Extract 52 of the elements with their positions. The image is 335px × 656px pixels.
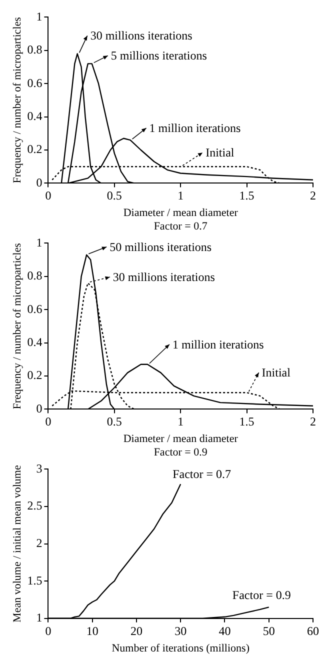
x-tick-label: 10 [86, 624, 98, 638]
y-axis-title: Frequency / number of microparticles [11, 243, 24, 410]
y-tick-label: 0.2 [27, 142, 42, 156]
text: Factor = 0.7 [154, 220, 208, 232]
y-tick-label: 0.4 [27, 108, 42, 123]
x-axis-title: Diameter / mean diameter [123, 207, 238, 220]
legend-label: 5 millions iterations [110, 48, 208, 63]
x-tick-label: 0 [45, 624, 52, 638]
x-tick-label: 2 [310, 188, 316, 203]
x-tick-label: 40 [218, 624, 231, 638]
x-tick-label: 0 [45, 414, 52, 429]
legend-label: Initial [262, 366, 292, 380]
series-label: Factor = 0.9 [232, 588, 291, 602]
x-tick-label: 1 [178, 414, 184, 429]
legend-label: 30 millions iterations [90, 28, 193, 43]
y-tick-label: 0.4 [27, 334, 42, 349]
y-tick-label: 0 [36, 401, 42, 416]
y-tick-label: 3 [36, 461, 42, 476]
x-tick-label: 1.5 [239, 414, 254, 429]
x-tick-label: 30 [174, 624, 187, 638]
x-tick-label: 2 [310, 414, 316, 429]
x-tick-label: 20 [130, 624, 142, 638]
y-tick-label: 0.6 [27, 76, 42, 90]
x-tick-label: 1 [178, 188, 184, 203]
y-tick-label: 1 [36, 9, 42, 24]
text: Factor = 0.9 [154, 446, 208, 458]
y-tick-label: 0.8 [27, 268, 42, 283]
x-tick-label: 60 [307, 624, 319, 638]
x-tick-label: 0.5 [106, 188, 122, 203]
y-axis-title: Frequency / number of microparticles [11, 17, 24, 184]
y-tick-label: 2 [36, 536, 42, 550]
x-tick-label: 0 [45, 188, 52, 203]
x-tick-label: 0.5 [106, 414, 122, 429]
y-tick-label: 1 [36, 235, 42, 250]
series-label: Factor = 0.7 [172, 467, 232, 482]
x-tick-label: 50 [262, 624, 275, 638]
legend-label: 30 millions iterations [112, 270, 216, 284]
y-tick-label: 0.6 [27, 302, 42, 316]
x-axis-title: Diameter / mean diameter [123, 433, 238, 446]
y-tick-label: 0.8 [27, 42, 42, 57]
y-tick-label: 2.5 [27, 498, 42, 513]
y-tick-label: 0.2 [27, 368, 42, 382]
legend-label: 50 millions iterations [110, 240, 212, 254]
y-tick-label: 0 [36, 175, 42, 190]
legend-label: Initial [206, 146, 235, 160]
legend-label: 1 million iterations [149, 121, 241, 136]
x-tick-label: 1.5 [239, 188, 254, 203]
y-tick-label: 1.5 [27, 573, 42, 588]
legend-label: 1 million iterations [172, 337, 264, 352]
y-axis-title: Mean volume / initial mean volume [11, 465, 24, 622]
y-tick-label: 1 [36, 610, 42, 625]
x-axis-title: Number of iterations (millions) [112, 642, 250, 654]
